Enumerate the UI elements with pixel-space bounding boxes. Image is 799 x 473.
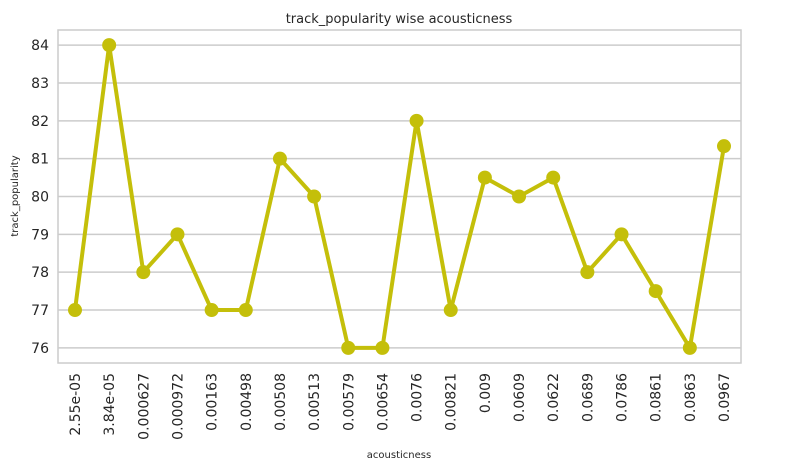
x-tick-label: 0.00513 xyxy=(307,373,323,431)
x-tick-label: 0.00821 xyxy=(444,373,460,431)
x-tick-label: 0.0861 xyxy=(649,373,665,422)
chart-title: track_popularity wise acousticness xyxy=(286,12,513,27)
x-tick-label: 0.00579 xyxy=(341,373,357,431)
series-line xyxy=(73,43,726,350)
data-point xyxy=(307,189,322,204)
y-axis-label: track_popularity xyxy=(10,155,21,236)
plot-frame xyxy=(57,29,742,364)
x-tick-label: 0.0863 xyxy=(683,373,699,422)
grid-lines xyxy=(58,44,741,349)
y-tick-label: 82 xyxy=(31,114,49,130)
data-point xyxy=(546,170,561,185)
x-tick-label: 0.00508 xyxy=(273,373,289,431)
data-points xyxy=(68,38,731,355)
x-tick-label: 0.0622 xyxy=(546,373,562,422)
y-tick-label: 83 xyxy=(31,76,49,92)
y-tick-label: 77 xyxy=(31,303,49,319)
data-point xyxy=(341,340,356,355)
x-tick-label: 0.0609 xyxy=(512,373,528,422)
data-point xyxy=(614,227,629,242)
x-tick-label: 0.0786 xyxy=(615,373,631,422)
data-point xyxy=(409,113,424,128)
y-tick-labels: 76 77 78 79 80 81 82 83 84 xyxy=(31,38,49,357)
x-tick-label: 0.00654 xyxy=(375,373,391,431)
data-point xyxy=(717,139,731,154)
data-point xyxy=(443,303,458,318)
data-point xyxy=(204,303,219,318)
x-tick-label: 0.00163 xyxy=(205,373,221,431)
y-tick-label: 76 xyxy=(31,341,49,357)
x-tick-label: 0.00498 xyxy=(239,373,255,431)
x-tick-label: 0.0689 xyxy=(580,373,596,422)
x-tick-label: 0.009 xyxy=(478,373,494,413)
data-point xyxy=(477,170,492,185)
data-point xyxy=(102,38,117,53)
data-point xyxy=(170,227,185,242)
x-tick-label: 0.000627 xyxy=(136,373,152,440)
data-point xyxy=(375,340,390,355)
x-tick-label: 2.55e-05 xyxy=(68,373,84,436)
data-point xyxy=(272,151,287,166)
data-point xyxy=(580,265,595,280)
y-tick-label: 79 xyxy=(31,227,49,243)
data-point xyxy=(648,284,663,299)
x-tick-label: 3.84e-05 xyxy=(102,373,118,436)
data-point xyxy=(136,265,151,280)
y-tick-label: 81 xyxy=(31,152,49,168)
y-tick-label: 80 xyxy=(31,190,49,206)
y-tick-label: 84 xyxy=(31,38,49,54)
data-point xyxy=(512,189,527,204)
x-tick-label: 0.000972 xyxy=(170,373,186,440)
x-tick-label: 0.0967 xyxy=(717,373,733,422)
data-point xyxy=(682,340,697,355)
x-axis-label: acousticness xyxy=(367,450,431,461)
x-tick-label: 0.0076 xyxy=(410,373,426,422)
data-point xyxy=(238,303,253,318)
y-tick-label: 78 xyxy=(31,265,49,281)
x-tick-labels: 2.55e-05 3.84e-05 0.000627 0.000972 0.00163 0… xyxy=(68,373,733,440)
data-point xyxy=(68,303,82,318)
